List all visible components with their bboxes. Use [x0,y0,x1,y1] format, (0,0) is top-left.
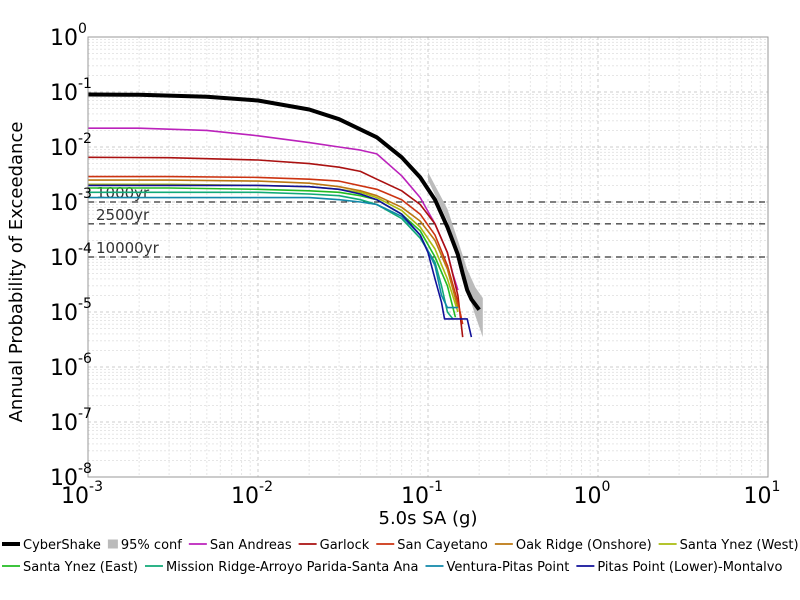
x-tick-label: 100 [574,479,611,509]
y-tick-label: 10-8 [50,461,92,491]
legend-label: Ventura-Pitas Point [447,560,570,575]
reference-line-label: 2500yr [96,206,150,224]
series-line [88,184,473,338]
series-line [87,156,464,338]
reference-line-label: 10000yr [96,239,160,257]
x-tick-label: 10-2 [231,479,273,509]
legend: CyberShake 95% conf San Andreas Garlock San … [2,538,799,575]
y-tick-labels: 100 10-1 10-2 10-3 10-4 10-5 10-6 10-7 10-8 [50,21,92,491]
legend-label: Garlock [320,538,370,553]
x-tick-label: 10-1 [401,479,443,509]
y-tick-label: 10-5 [50,296,92,326]
x-tick-labels: 10-3 10-2 10-1 100 101 [61,479,780,509]
y-tick-label: 10-2 [50,131,92,161]
series-line [87,92,481,311]
legend-label: San Cayetano [397,538,488,553]
legend-label: CyberShake [23,538,101,553]
y-axis-title: Annual Probability of Exceedance [6,122,27,423]
series-line [88,175,464,325]
legend-label: Mission Ridge-Arroyo Parida-Santa Ana [166,560,419,575]
legend-label: San Andreas [210,538,292,553]
x-tick-label: 10-3 [61,479,103,509]
series-line [88,179,459,308]
y-tick-label: 10-3 [50,186,92,216]
legend-label: Santa Ynez (East) [23,560,138,575]
y-tick-label: 100 [50,21,87,51]
y-tick-label: 10-6 [50,351,92,381]
legend-label: Oak Ridge (Onshore) [516,538,652,553]
plot-frame [87,36,769,478]
x-tick-label: 101 [744,479,781,509]
series-lines [87,92,481,338]
x-axis-title: 5.0s SA (g) [379,508,478,529]
legend-label: Santa Ynez (West) [680,538,799,553]
legend-label: 95% conf [121,538,182,553]
series-line [88,187,457,318]
y-tick-label: 10-7 [50,406,92,436]
y-tick-label: 10-1 [50,76,92,106]
series-line [88,196,458,309]
legend-label: Pitas Point (Lower)-Montalvo [597,560,782,575]
y-tick-label: 10-4 [50,241,92,271]
